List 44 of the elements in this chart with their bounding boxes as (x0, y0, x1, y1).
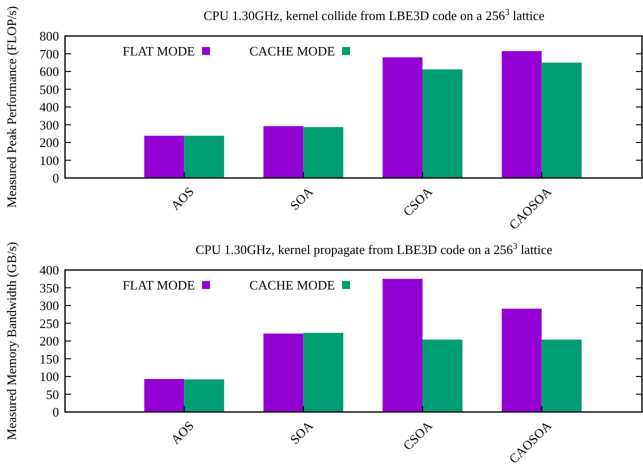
y-tick-label: 250 (40, 316, 59, 331)
legend-label: FLAT MODE (122, 44, 196, 59)
legend-label: CACHE MODE (249, 44, 336, 59)
bar (263, 334, 304, 412)
y-tick-label: 600 (40, 64, 59, 80)
y-tick-label: 100 (40, 369, 59, 384)
y-tick-label: 300 (40, 117, 59, 132)
bar (422, 69, 462, 178)
y-tick-label: 50 (46, 386, 59, 402)
y-axis-title: Measured Memory Bandwidth (GB/s) (4, 242, 19, 440)
y-tick-label: 300 (40, 298, 59, 314)
bar (502, 51, 542, 178)
legend-label: FLAT MODE (122, 278, 196, 293)
y-tick-label: 500 (40, 82, 59, 97)
y-tick-label: 800 (40, 28, 59, 44)
bar (184, 136, 224, 178)
chart-title: CPU 1.30GHz, kernel propagate from LBE3D code on a 256$^{3}$ lattice (196, 241, 553, 257)
legend-label: CACHE MODE (249, 278, 336, 293)
bar (542, 340, 582, 412)
y-tick-label: 400 (40, 262, 59, 278)
x-tick-label: SOA (286, 184, 316, 213)
y-tick-label: 200 (40, 135, 59, 150)
bar (542, 62, 582, 178)
bar (303, 332, 344, 412)
bar (303, 127, 344, 178)
bar (382, 278, 423, 412)
bar (144, 136, 184, 178)
y-tick-label: 350 (40, 280, 59, 296)
y-tick-label: 100 (40, 152, 59, 168)
bar (382, 57, 423, 178)
y-tick-label: 0 (52, 170, 59, 186)
bar (144, 378, 184, 412)
bar (422, 340, 462, 412)
bar (184, 379, 224, 412)
y-tick-label: 700 (40, 46, 59, 62)
y-tick-label: 200 (40, 334, 59, 349)
bar (502, 308, 542, 412)
y-tick-label: 0 (52, 404, 59, 420)
x-tick-label: SOA (286, 418, 316, 447)
y-tick-label: 150 (40, 351, 59, 366)
bar (263, 126, 304, 178)
chart-title: CPU 1.30GHz, kernel collide from LBE3D code on a 256$^{3}$ lattice (203, 7, 545, 23)
y-tick-label: 400 (40, 100, 59, 115)
y-axis-title: Measured Peak Performance (FLOP/s) (4, 6, 19, 208)
